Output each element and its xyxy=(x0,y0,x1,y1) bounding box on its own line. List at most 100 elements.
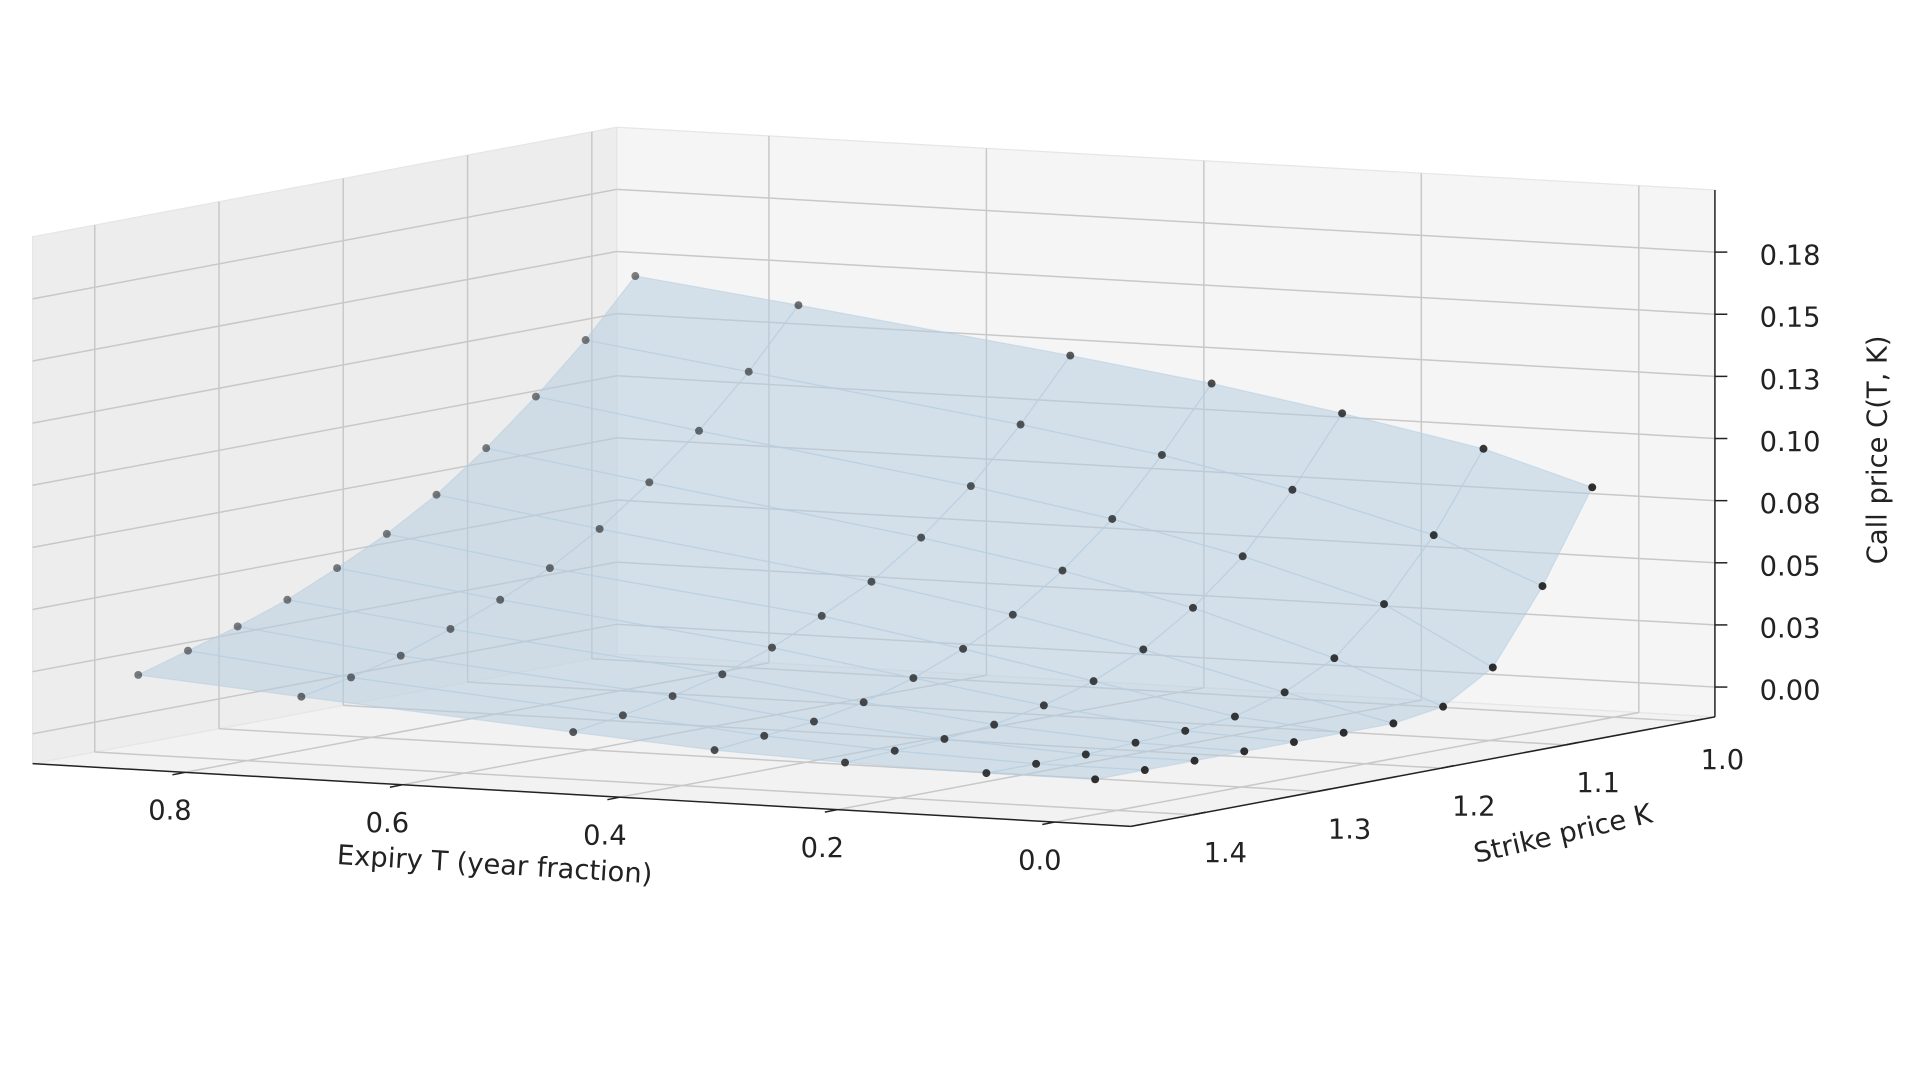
data-point xyxy=(297,692,306,701)
labels: 0.0 0.2 0.4 0.6 0.8 1.0 1.1 1.2 1.3 1.4 0.00 0.03 0.… xyxy=(148,241,1820,877)
data-point xyxy=(1108,515,1117,523)
data-point xyxy=(1207,379,1216,388)
grid-line xyxy=(1054,711,1639,823)
data-point xyxy=(183,646,192,655)
data-point xyxy=(1330,654,1339,663)
data-point xyxy=(1380,600,1389,609)
data-point xyxy=(1139,645,1148,654)
y-axis-line xyxy=(1130,716,1716,828)
data-point xyxy=(917,533,926,542)
x-tick-label: 0.6 xyxy=(366,808,409,839)
data-point xyxy=(768,643,777,652)
data-point xyxy=(396,651,405,660)
data-point xyxy=(432,490,441,499)
data-point xyxy=(1008,610,1017,619)
data-point xyxy=(1538,582,1547,591)
data-point xyxy=(347,673,356,682)
data-point xyxy=(1439,702,1448,711)
data-point xyxy=(1091,775,1100,784)
data-point xyxy=(867,577,876,586)
data-point xyxy=(1588,483,1597,492)
z-tick-label: 0.13 xyxy=(1760,365,1821,396)
data-point xyxy=(1289,738,1298,747)
x-tick-label: 0.0 xyxy=(1018,845,1061,876)
data-point xyxy=(1039,701,1048,710)
z-tick-label: 0.18 xyxy=(1760,241,1821,272)
data-point xyxy=(496,595,505,604)
plot-area: Expiry T (year fraction) Strike price K … xyxy=(31,126,1893,890)
data-point xyxy=(1189,603,1197,612)
y-tick-label: 1.2 xyxy=(1452,791,1495,822)
y-tick-label: 1.3 xyxy=(1328,815,1371,846)
dots xyxy=(134,272,1597,784)
data-point xyxy=(1338,409,1347,418)
grid-line xyxy=(218,727,1318,793)
data-point xyxy=(1288,485,1297,494)
grid-line xyxy=(32,375,617,487)
data-point xyxy=(482,444,491,453)
data-point xyxy=(283,595,292,604)
z-tick-label: 0.10 xyxy=(1760,427,1821,458)
data-point xyxy=(990,720,999,729)
data-point xyxy=(1190,756,1199,765)
data-point xyxy=(569,728,578,737)
data-point xyxy=(718,670,727,679)
data-point xyxy=(1339,728,1348,737)
data-point xyxy=(841,758,850,767)
data-point xyxy=(1081,750,1090,759)
z-tick-label: 0.15 xyxy=(1760,303,1821,334)
x-axis-line xyxy=(32,762,1131,828)
grid-line xyxy=(94,751,1194,816)
data-point xyxy=(1066,351,1075,360)
data-point xyxy=(618,711,627,720)
grid-line xyxy=(32,312,617,424)
data-point xyxy=(668,692,677,701)
data-point xyxy=(545,564,554,573)
data-point xyxy=(909,674,918,683)
data-point xyxy=(809,717,818,726)
data-point xyxy=(1131,738,1140,747)
data-point xyxy=(446,624,455,633)
z-tick-label: 0.03 xyxy=(1760,613,1821,644)
y-axis-label: Strike price K xyxy=(1471,798,1656,869)
data-point xyxy=(233,622,242,631)
x-tick-label: 0.4 xyxy=(583,820,626,851)
data-point xyxy=(794,301,803,310)
data-point xyxy=(760,731,769,740)
data-point xyxy=(382,529,391,538)
data-point xyxy=(940,734,949,743)
z-tick-label: 0.00 xyxy=(1760,676,1821,707)
data-point xyxy=(1240,747,1249,756)
grid-line xyxy=(616,250,1715,315)
data-point xyxy=(1058,566,1067,575)
grid-line xyxy=(616,188,1715,253)
data-point xyxy=(595,524,604,533)
data-point xyxy=(817,611,826,620)
data-point xyxy=(859,698,868,707)
z-tick-label: 0.05 xyxy=(1760,551,1821,582)
z-tick-label: 0.08 xyxy=(1760,489,1821,520)
data-point xyxy=(1238,552,1247,561)
axes xyxy=(32,189,1728,828)
data-point xyxy=(645,478,654,487)
data-point xyxy=(966,482,975,491)
data-point xyxy=(1032,759,1041,768)
data-point xyxy=(1488,663,1497,672)
y-tick-label: 1.4 xyxy=(1204,838,1247,869)
data-point xyxy=(982,769,991,778)
data-point xyxy=(134,670,143,679)
data-point xyxy=(1140,766,1149,774)
data-point xyxy=(631,272,640,281)
x-tick-label: 0.2 xyxy=(801,833,844,864)
data-point xyxy=(1016,420,1025,429)
data-point xyxy=(710,746,719,755)
surface xyxy=(136,275,1594,780)
data-point xyxy=(1089,677,1098,686)
data-point xyxy=(531,392,540,401)
data-point xyxy=(1280,688,1289,697)
y-tick-label: 1.1 xyxy=(1576,768,1619,799)
data-point xyxy=(1230,712,1239,721)
data-point xyxy=(1429,531,1438,540)
z-axis-label: Call price C(T, K) xyxy=(1862,335,1893,564)
